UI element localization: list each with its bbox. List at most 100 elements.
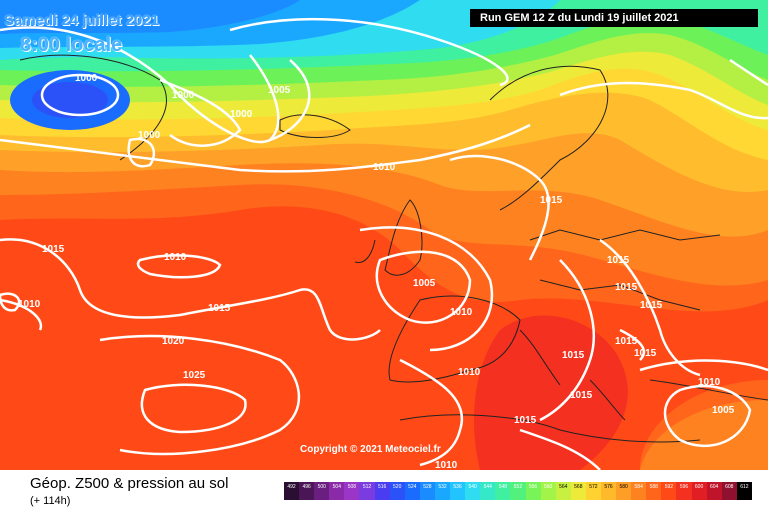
isobar-1025	[140, 383, 247, 434]
isobar-label: 1015	[208, 303, 231, 314]
legend-value: 500	[317, 484, 326, 490]
isobar-1015-balkan	[619, 328, 646, 361]
isobar-1015-ne	[559, 81, 768, 120]
legend-swatch	[600, 482, 617, 500]
legend-labels: 492 496 500 504 508 512 516 520 524 528 532 536 540 5…	[284, 484, 752, 490]
legend-value: 612	[740, 484, 749, 490]
isobar-label: 1010	[698, 377, 721, 388]
isobar-label: 1025	[183, 370, 206, 381]
isobar-label: 1005	[268, 85, 291, 96]
isobar-1005-turkey	[663, 384, 752, 448]
isobar-1000-a	[0, 26, 280, 144]
legend-swatch	[299, 482, 315, 500]
isobar-label: 1010	[18, 299, 41, 310]
run-info: Run GEM 12 Z du Lundi 19 juillet 2021	[470, 9, 758, 27]
map-subtitle: (+ 114h)	[30, 495, 71, 507]
legend-value: 564	[559, 484, 568, 490]
isobar-label: 1000	[172, 90, 195, 101]
greenland-coast	[19, 54, 167, 161]
legend-swatch	[691, 482, 707, 500]
scandinavia-coast	[489, 65, 609, 211]
legend-value: 604	[710, 484, 719, 490]
isobar-1010-iberia	[399, 358, 464, 467]
isobar-label: 1010	[435, 460, 458, 470]
isobar-label: 1010	[164, 252, 187, 263]
legend-value: 536	[453, 484, 462, 490]
isobar-1015-nw	[449, 154, 550, 261]
isobar-label: 1015	[562, 350, 585, 361]
legend-swatch	[676, 482, 692, 500]
legend-swatch	[585, 482, 601, 500]
legend-value: 580	[619, 484, 628, 490]
legend-swatch	[344, 482, 360, 500]
legend-value: 584	[634, 484, 643, 490]
isobar-labels: 1000 1000 1000 1000 1005 1005 1005 1010 …	[18, 73, 735, 470]
legend-swatch	[646, 482, 662, 500]
isobar-label: 1015	[634, 348, 657, 359]
color-legend: 492 496 500 504 508 512 516 520 524 528 532 536 540 5…	[284, 482, 752, 500]
copyright: Copyright © 2021 Meteociel.fr	[300, 444, 441, 455]
forecast-time: 8:00 locale	[20, 34, 123, 56]
map-svg: 1000 1000 1000 1000 1005 1005 1005 1010 …	[0, 0, 768, 470]
isobar-1005-france	[375, 250, 472, 324]
legend-swatch	[721, 482, 737, 500]
legend-value: 560	[543, 484, 553, 490]
legend-swatch	[736, 482, 752, 500]
isobar-label: 1015	[570, 390, 593, 401]
band-584-east	[640, 400, 768, 470]
north-africa-coast	[399, 414, 701, 443]
legend-swatch	[374, 482, 390, 500]
legend-swatch	[616, 482, 632, 500]
isobar-1020	[99, 334, 300, 456]
isobar-1005-a	[229, 17, 509, 87]
legend-value: 576	[604, 484, 613, 490]
isobar-label: 1000	[75, 73, 98, 84]
isobar-label: 1015	[540, 195, 563, 206]
legend-swatch	[359, 482, 375, 500]
legend-swatch	[465, 482, 481, 500]
greece-coast	[589, 379, 626, 421]
italy-coast	[519, 329, 561, 386]
isobar-1005-ne	[729, 58, 768, 87]
coastlines	[19, 54, 768, 443]
legend-swatch	[434, 482, 451, 500]
geopotential-map: 1000 1000 1000 1000 1005 1005 1005 1010 …	[0, 0, 768, 470]
isobar-1015-central	[539, 259, 595, 422]
legend-value: 492	[287, 484, 296, 490]
isobar-1010-north	[0, 123, 531, 173]
legend-value: 528	[423, 484, 432, 490]
legend-swatch	[570, 482, 586, 500]
isobar-1010-west	[0, 298, 43, 331]
isobar-1015-east	[599, 238, 701, 377]
isobar-label: 1015	[42, 244, 65, 255]
legend-swatch	[661, 482, 677, 500]
legend-value: 512	[362, 484, 372, 490]
legend-swatch	[284, 482, 300, 500]
isobar-label: 1015	[640, 300, 663, 311]
band-544	[0, 0, 300, 34]
legend-value: 600	[694, 484, 704, 490]
legend-swatch	[314, 482, 330, 500]
turkey-coast	[649, 379, 768, 401]
legend-swatch	[419, 482, 435, 500]
isobar-1000-c	[127, 137, 156, 168]
isobar-label: 1015	[607, 255, 630, 266]
legend-value: 596	[679, 484, 689, 490]
isobar-1000-b	[159, 78, 242, 147]
border-lines-2	[539, 279, 701, 311]
isobar-label: 1015	[615, 336, 638, 347]
legend-value: 508	[347, 484, 357, 490]
legend-swatch	[495, 482, 511, 500]
legend-value: 572	[589, 484, 598, 490]
legend-value: 524	[408, 484, 417, 490]
legend-value: 540	[468, 484, 477, 490]
isobar-label: 1005	[413, 278, 436, 289]
legend-value: 544	[483, 484, 492, 490]
ireland-coast	[354, 239, 376, 264]
legend-swatch	[540, 482, 556, 500]
border-lines	[529, 229, 721, 241]
legend-swatch	[329, 482, 345, 500]
legend-value: 608	[725, 484, 734, 490]
isobar-label: 1015	[615, 282, 638, 293]
